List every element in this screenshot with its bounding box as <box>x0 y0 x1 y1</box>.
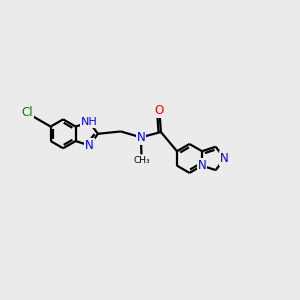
Text: N: N <box>198 159 206 172</box>
Text: N: N <box>136 131 145 144</box>
Text: O: O <box>155 104 164 117</box>
Text: CH₃: CH₃ <box>133 156 150 165</box>
Text: NH: NH <box>81 117 98 127</box>
Text: N: N <box>220 152 229 165</box>
Text: N: N <box>85 139 94 152</box>
Text: Cl: Cl <box>22 106 33 119</box>
